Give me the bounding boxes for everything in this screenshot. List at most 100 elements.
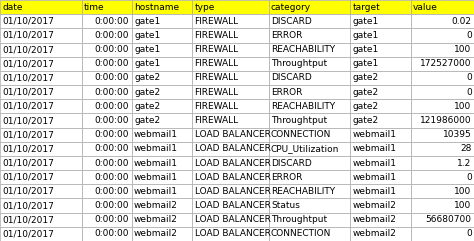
Text: webmail1: webmail1 — [134, 159, 178, 167]
Bar — [82, 71, 132, 85]
Text: LOAD BALANCER: LOAD BALANCER — [195, 187, 271, 196]
Text: webmail1: webmail1 — [353, 144, 397, 153]
Bar — [82, 28, 132, 42]
Text: 0:00:00: 0:00:00 — [95, 173, 129, 182]
Bar — [269, 199, 350, 213]
Text: 0:00:00: 0:00:00 — [95, 116, 129, 125]
Bar — [411, 42, 474, 57]
Bar — [411, 142, 474, 156]
Text: date: date — [2, 3, 23, 12]
Bar — [132, 156, 192, 170]
Text: LOAD BALANCER: LOAD BALANCER — [195, 173, 271, 182]
Bar — [350, 170, 411, 184]
Text: ERROR: ERROR — [271, 88, 302, 97]
Text: webmail1: webmail1 — [353, 130, 397, 139]
Bar — [82, 14, 132, 28]
Text: LOAD BALANCER: LOAD BALANCER — [195, 215, 271, 224]
Bar — [269, 142, 350, 156]
Text: 01/10/2017: 01/10/2017 — [2, 88, 54, 97]
Bar — [82, 156, 132, 170]
Bar — [0, 14, 82, 28]
Text: webmail2: webmail2 — [353, 201, 396, 210]
Bar — [192, 227, 269, 241]
Bar — [192, 156, 269, 170]
Bar — [132, 28, 192, 42]
Text: LOAD BALANCER: LOAD BALANCER — [195, 229, 271, 238]
Bar — [192, 199, 269, 213]
Text: FIREWALL: FIREWALL — [195, 45, 239, 54]
Bar — [82, 127, 132, 142]
Bar — [82, 213, 132, 227]
Text: 100: 100 — [455, 45, 472, 54]
Text: 121986000: 121986000 — [420, 116, 472, 125]
Bar — [350, 14, 411, 28]
Bar — [132, 85, 192, 99]
Bar — [411, 99, 474, 114]
Bar — [350, 199, 411, 213]
Bar — [192, 57, 269, 71]
Text: webmail1: webmail1 — [353, 173, 397, 182]
Text: 0:00:00: 0:00:00 — [95, 17, 129, 26]
Text: REACHABILITY: REACHABILITY — [271, 45, 335, 54]
Text: 0.02: 0.02 — [452, 17, 472, 26]
Text: 10395: 10395 — [443, 130, 472, 139]
Bar — [411, 170, 474, 184]
Text: 01/10/2017: 01/10/2017 — [2, 130, 54, 139]
Text: 0:00:00: 0:00:00 — [95, 144, 129, 153]
Bar — [411, 28, 474, 42]
Bar — [132, 227, 192, 241]
Bar — [0, 114, 82, 127]
Bar — [0, 99, 82, 114]
Bar — [192, 85, 269, 99]
Text: 0:00:00: 0:00:00 — [95, 187, 129, 196]
Text: ERROR: ERROR — [271, 173, 302, 182]
Text: DISCARD: DISCARD — [271, 17, 312, 26]
Text: REACHABILITY: REACHABILITY — [271, 187, 335, 196]
Bar — [350, 213, 411, 227]
Bar — [82, 57, 132, 71]
Bar — [192, 28, 269, 42]
Bar — [411, 85, 474, 99]
Bar — [192, 14, 269, 28]
Text: Throughtput: Throughtput — [271, 215, 327, 224]
Text: gate1: gate1 — [353, 45, 379, 54]
Text: gate1: gate1 — [134, 17, 160, 26]
Bar — [0, 42, 82, 57]
Bar — [350, 28, 411, 42]
Bar — [132, 170, 192, 184]
Bar — [82, 184, 132, 199]
Text: FIREWALL: FIREWALL — [195, 102, 239, 111]
Text: webmail1: webmail1 — [353, 159, 397, 167]
Bar — [350, 227, 411, 241]
Bar — [132, 99, 192, 114]
Text: LOAD BALANCER: LOAD BALANCER — [195, 201, 271, 210]
Bar — [0, 199, 82, 213]
Bar — [132, 71, 192, 85]
Bar — [0, 85, 82, 99]
Text: 0:00:00: 0:00:00 — [95, 201, 129, 210]
Text: 01/10/2017: 01/10/2017 — [2, 144, 54, 153]
Bar — [82, 114, 132, 127]
Bar — [132, 127, 192, 142]
Bar — [132, 42, 192, 57]
Bar — [0, 213, 82, 227]
Bar — [269, 85, 350, 99]
Text: 100: 100 — [455, 102, 472, 111]
Text: LOAD BALANCER: LOAD BALANCER — [195, 130, 271, 139]
Text: gate1: gate1 — [134, 45, 160, 54]
Text: CPU_Utilization: CPU_Utilization — [271, 144, 339, 153]
Text: LOAD BALANCER: LOAD BALANCER — [195, 144, 271, 153]
Text: 0: 0 — [466, 31, 472, 40]
Text: 0:00:00: 0:00:00 — [95, 215, 129, 224]
Text: 01/10/2017: 01/10/2017 — [2, 229, 54, 238]
Text: Throughtput: Throughtput — [271, 116, 327, 125]
Bar — [0, 184, 82, 199]
Bar — [132, 213, 192, 227]
Text: webmail2: webmail2 — [353, 215, 396, 224]
Bar — [132, 199, 192, 213]
Bar — [411, 14, 474, 28]
Text: webmail1: webmail1 — [134, 173, 178, 182]
Bar — [0, 0, 82, 14]
Text: 0:00:00: 0:00:00 — [95, 59, 129, 68]
Bar — [350, 57, 411, 71]
